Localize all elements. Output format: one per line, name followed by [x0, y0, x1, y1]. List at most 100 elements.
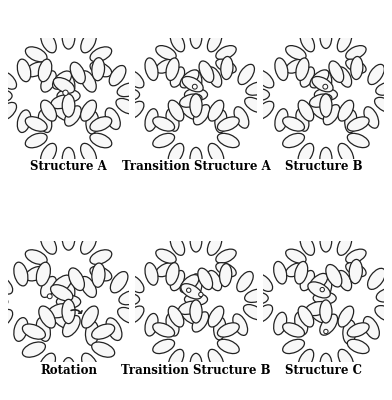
Ellipse shape	[243, 304, 265, 320]
Ellipse shape	[90, 250, 112, 264]
Text: Rotation: Rotation	[40, 364, 97, 377]
Ellipse shape	[125, 101, 144, 119]
Ellipse shape	[156, 263, 176, 277]
Ellipse shape	[51, 285, 73, 301]
Ellipse shape	[81, 100, 96, 121]
Ellipse shape	[298, 143, 314, 164]
Ellipse shape	[245, 289, 267, 302]
Ellipse shape	[345, 110, 357, 133]
Ellipse shape	[198, 268, 212, 290]
Ellipse shape	[41, 276, 56, 298]
Ellipse shape	[274, 262, 287, 284]
Ellipse shape	[145, 314, 158, 336]
Ellipse shape	[168, 306, 184, 327]
Ellipse shape	[190, 230, 202, 252]
Ellipse shape	[216, 249, 236, 263]
Ellipse shape	[62, 148, 75, 170]
Ellipse shape	[216, 46, 236, 60]
Ellipse shape	[145, 263, 158, 285]
Ellipse shape	[41, 100, 56, 121]
Ellipse shape	[56, 295, 81, 308]
Ellipse shape	[180, 306, 199, 324]
Ellipse shape	[320, 353, 332, 376]
Circle shape	[324, 329, 328, 334]
Ellipse shape	[116, 88, 140, 101]
Ellipse shape	[274, 312, 287, 335]
Ellipse shape	[216, 59, 236, 73]
Ellipse shape	[53, 71, 71, 89]
Ellipse shape	[52, 309, 72, 328]
Ellipse shape	[14, 262, 28, 286]
Ellipse shape	[190, 148, 202, 170]
Ellipse shape	[190, 300, 202, 323]
Ellipse shape	[0, 90, 12, 102]
Ellipse shape	[0, 295, 8, 308]
Ellipse shape	[82, 306, 98, 328]
Ellipse shape	[343, 320, 356, 344]
Ellipse shape	[347, 133, 369, 148]
Ellipse shape	[41, 143, 56, 164]
Circle shape	[192, 84, 197, 89]
Ellipse shape	[245, 292, 268, 304]
Ellipse shape	[295, 312, 308, 335]
Ellipse shape	[48, 304, 72, 318]
Ellipse shape	[116, 98, 137, 114]
Ellipse shape	[81, 143, 96, 164]
Ellipse shape	[85, 321, 99, 345]
Ellipse shape	[39, 353, 55, 375]
Ellipse shape	[17, 110, 31, 132]
Ellipse shape	[208, 306, 224, 327]
Ellipse shape	[207, 235, 222, 255]
Ellipse shape	[234, 107, 249, 128]
Ellipse shape	[168, 349, 184, 370]
Ellipse shape	[125, 306, 144, 324]
Ellipse shape	[309, 305, 328, 323]
Ellipse shape	[218, 117, 239, 131]
Ellipse shape	[111, 272, 128, 293]
Ellipse shape	[376, 288, 392, 302]
Ellipse shape	[305, 302, 329, 316]
Ellipse shape	[298, 306, 314, 327]
Ellipse shape	[329, 61, 344, 82]
Ellipse shape	[62, 227, 75, 250]
Circle shape	[187, 288, 191, 292]
Ellipse shape	[337, 32, 352, 52]
Ellipse shape	[0, 102, 16, 121]
Ellipse shape	[300, 235, 314, 255]
Ellipse shape	[326, 264, 342, 287]
Ellipse shape	[320, 230, 332, 252]
Ellipse shape	[283, 117, 305, 131]
Ellipse shape	[168, 100, 184, 121]
Ellipse shape	[338, 349, 354, 370]
Ellipse shape	[199, 61, 214, 82]
Ellipse shape	[338, 100, 354, 121]
Ellipse shape	[320, 94, 332, 117]
Ellipse shape	[346, 59, 366, 73]
Ellipse shape	[320, 300, 332, 323]
Ellipse shape	[0, 309, 13, 328]
Ellipse shape	[63, 316, 80, 337]
Ellipse shape	[145, 58, 158, 80]
Ellipse shape	[22, 342, 45, 357]
Ellipse shape	[92, 342, 115, 357]
Ellipse shape	[125, 70, 144, 88]
Ellipse shape	[14, 318, 28, 341]
Ellipse shape	[218, 133, 239, 148]
Text: Transition Structure A: Transition Structure A	[122, 160, 270, 173]
Ellipse shape	[208, 100, 224, 121]
Ellipse shape	[337, 235, 352, 255]
Ellipse shape	[308, 282, 330, 298]
Ellipse shape	[57, 90, 80, 102]
Circle shape	[199, 292, 203, 297]
Ellipse shape	[90, 133, 112, 148]
Ellipse shape	[286, 59, 306, 73]
Circle shape	[320, 288, 325, 292]
Ellipse shape	[190, 274, 202, 296]
Ellipse shape	[275, 109, 288, 131]
Ellipse shape	[117, 83, 140, 97]
Ellipse shape	[53, 78, 74, 93]
Ellipse shape	[283, 323, 305, 337]
Ellipse shape	[180, 70, 199, 88]
Ellipse shape	[320, 314, 338, 335]
Ellipse shape	[25, 266, 47, 281]
